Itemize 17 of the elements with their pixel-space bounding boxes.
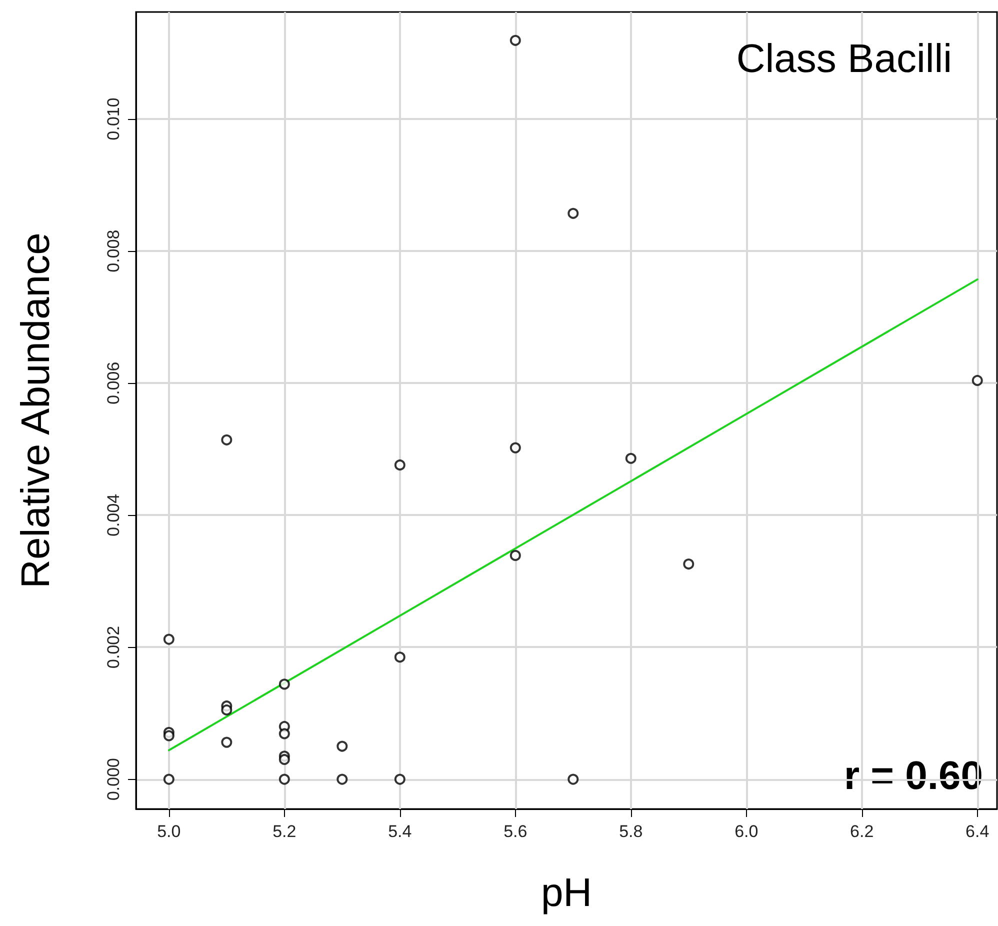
y-tick-label: 0.000	[104, 758, 123, 801]
x-tick-label: 5.8	[619, 822, 643, 841]
x-tick-label: 6.4	[966, 822, 990, 841]
x-tick-label: 6.0	[734, 822, 758, 841]
x-tick-label: 5.6	[504, 822, 528, 841]
x-axis-title: pH	[540, 871, 592, 915]
y-tick-label: 0.010	[104, 98, 123, 140]
y-tick-label: 0.002	[104, 626, 123, 668]
y-tick-label: 0.008	[104, 230, 123, 272]
x-tick-label: 5.4	[388, 822, 412, 841]
y-axis-title: Relative Abundance	[14, 232, 58, 588]
y-tick-label: 0.004	[104, 494, 123, 536]
y-tick-label: 0.006	[104, 362, 123, 404]
x-tick-label: 5.2	[272, 822, 296, 841]
x-tick-label: 5.0	[157, 822, 181, 841]
x-tick-label: 6.2	[850, 822, 874, 841]
text: Class Bacilli	[736, 37, 952, 81]
